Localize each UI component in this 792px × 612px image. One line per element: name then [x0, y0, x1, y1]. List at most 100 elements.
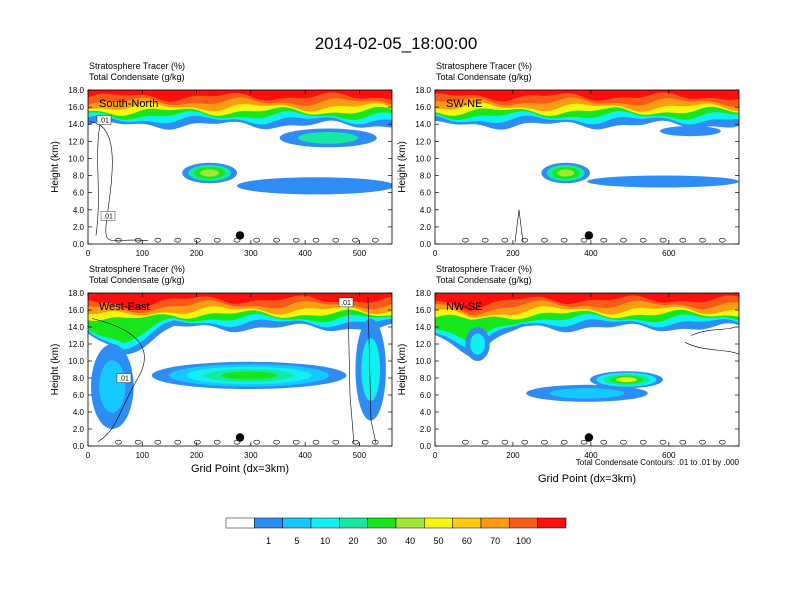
colorbar-swatch — [282, 517, 312, 529]
y-tick-label: 14.0 — [415, 323, 431, 332]
colorbar-label: 60 — [462, 536, 472, 546]
contour-bump — [659, 439, 667, 445]
x-tick-label: 0 — [433, 451, 438, 460]
contour-footnote: Total Condensate Contours: .01 to .01 by… — [576, 458, 740, 467]
y-tick-label: 0.0 — [420, 442, 432, 451]
y-tick-label: 16.0 — [415, 306, 431, 315]
contour-bump — [332, 439, 340, 445]
y-tick-label: 6.0 — [420, 391, 432, 400]
contour-label-box — [116, 373, 132, 383]
y-tick-label: 16.0 — [68, 103, 84, 112]
contour-bump — [154, 237, 162, 243]
contour-bump — [620, 439, 627, 445]
plot-frame — [87, 292, 393, 447]
contour-line — [514, 209, 524, 243]
contour-bump — [194, 439, 201, 445]
panel-title-line2: Total Condensate (g/kg) — [436, 72, 532, 82]
x-tick-label: 200 — [190, 451, 204, 460]
y-tick-label: 6.0 — [420, 189, 432, 198]
y-axis-label: Height (km) — [50, 141, 61, 193]
contour-bump — [580, 439, 588, 445]
x-tick-label: 400 — [584, 249, 598, 258]
contour-bump — [115, 439, 122, 445]
panel-title-line2: Total Condensate (g/kg) — [89, 275, 185, 285]
condensate-region-cyan — [470, 333, 486, 355]
contour-bump — [541, 237, 548, 243]
condensate-region-lightblue — [549, 388, 625, 399]
contour-bump — [501, 237, 509, 243]
colorbar-swatch — [254, 517, 283, 529]
contour-bump — [699, 237, 706, 243]
contour-bump — [718, 237, 726, 243]
contour-label: .01 — [341, 300, 351, 307]
contour-bump — [273, 439, 280, 445]
y-tick-label: 10.0 — [68, 154, 84, 163]
x-axis-label: Grid Point (dx=3km) — [538, 473, 636, 485]
y-tick-label: 2.0 — [420, 223, 432, 232]
x-tick-label: 600 — [662, 451, 676, 460]
y-tick-label: 0.0 — [73, 442, 85, 451]
panel-title-line1: Stratosphere Tracer (%) — [436, 264, 532, 274]
contour-label-box — [96, 115, 112, 125]
panel-label: NW-SE — [446, 301, 482, 313]
contour-bump — [253, 439, 261, 445]
colorbar-label: 20 — [348, 536, 358, 546]
panel-title-line2: Total Condensate (g/kg) — [89, 72, 185, 82]
contour-bump — [134, 237, 142, 243]
tracer-band-red — [88, 293, 392, 310]
location-marker — [235, 433, 245, 442]
contour-bump — [292, 237, 300, 243]
x-tick-label: 400 — [584, 451, 598, 460]
contour-bump — [481, 439, 489, 445]
tracer-band-red — [88, 90, 392, 102]
contour-bump — [115, 237, 122, 243]
contour-label-box — [338, 297, 354, 308]
condensate-region-blue — [660, 126, 721, 137]
contour-bump — [541, 439, 548, 445]
plot-area: .01 .01 South-North — [88, 90, 392, 244]
x-tick-label: 500 — [353, 451, 367, 460]
y-tick-label: 10.0 — [68, 357, 84, 366]
contour-bump — [253, 237, 261, 243]
condensate-region-lightblue — [99, 360, 126, 413]
panel-title-line2: Total Condensate (g/kg) — [436, 275, 532, 285]
y-tick-label: 14.0 — [68, 323, 84, 332]
y-tick-label: 14.0 — [68, 120, 84, 129]
contour-bump — [312, 237, 320, 243]
y-tick-label: 0.0 — [73, 240, 85, 249]
panel-title-line1: Stratosphere Tracer (%) — [89, 264, 185, 274]
condensate-contours — [89, 121, 379, 243]
colorbar-label: 1 — [266, 536, 271, 546]
colorbar-label: 30 — [377, 536, 387, 546]
contour-bump — [560, 237, 568, 243]
colorbar-swatch — [509, 517, 538, 529]
contour-line — [91, 318, 145, 443]
x-tick-label: 500 — [353, 249, 367, 258]
contour-bump — [194, 237, 201, 243]
contour-line — [347, 297, 377, 445]
contour-bump — [352, 439, 359, 445]
colorbar-swatch — [424, 517, 453, 529]
contour-bump — [600, 237, 608, 243]
colorbar-swatch — [537, 517, 567, 529]
x-tick-label: 100 — [136, 451, 150, 460]
y-tick-label: 2.0 — [73, 425, 85, 434]
contour-bump — [174, 237, 181, 243]
y-tick-label: 18.0 — [68, 289, 84, 298]
plot-area: .01 .01 West-East — [88, 293, 392, 446]
contour-label: .01 — [119, 376, 129, 383]
x-tick-label: 400 — [298, 451, 312, 460]
contour-bump — [174, 439, 181, 445]
y-tick-label: 4.0 — [420, 206, 432, 215]
condensate-contours — [462, 326, 739, 445]
y-tick-label: 2.0 — [420, 425, 432, 434]
y-tick-label: 8.0 — [420, 172, 432, 181]
condensate-region-blue — [237, 177, 392, 195]
y-tick-label: 16.0 — [68, 306, 84, 315]
colorbar-swatch — [395, 517, 425, 529]
panel-west-east: .01 .01 West-East Stratosphere Tracer (%)To… — [50, 264, 393, 475]
contour-bump — [481, 237, 489, 243]
colorbar-label: 10 — [320, 536, 330, 546]
x-tick-label: 100 — [136, 249, 150, 258]
colorbar-swatch — [339, 517, 368, 529]
